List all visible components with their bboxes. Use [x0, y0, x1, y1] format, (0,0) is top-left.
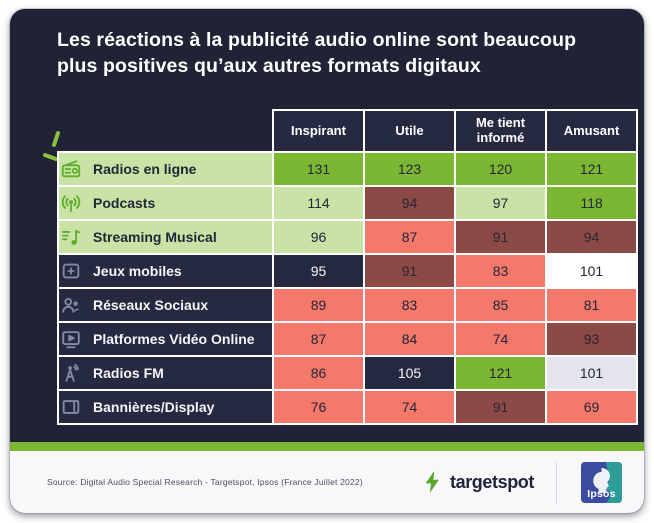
value-cell-radios-en-ligne-utile: 123 [363, 151, 456, 187]
table-row-radios-en-ligne: Radios en ligne 131 123 120 121 [57, 151, 638, 187]
value-cell-podcasts-utile: 94 [363, 185, 456, 221]
value-cell-reseaux-sociaux-inspirant: 89 [272, 287, 365, 323]
value-cell-platformes-video-online-utile: 84 [363, 321, 456, 357]
value-cell-bannieres-display-inspirant: 76 [272, 389, 365, 425]
footer: Source: Digital Audio Special Research -… [10, 451, 644, 513]
page-title: Les réactions à la publicité audio onlin… [57, 29, 577, 77]
value-cell-jeux-mobiles-amusant: 101 [545, 253, 638, 289]
table-corner [58, 110, 273, 152]
value-cell-radios-en-ligne-inspirant: 131 [272, 151, 365, 187]
row-label-text: Réseaux Sociaux [93, 297, 209, 313]
value-cell-podcasts-me-tient-informe: 97 [454, 185, 547, 221]
source-text: Source: Digital Audio Special Research -… [47, 477, 363, 487]
value-cell-jeux-mobiles-me-tient-informe: 83 [454, 253, 547, 289]
game-icon [59, 259, 83, 283]
row-label-text: Bannières/Display [93, 399, 215, 415]
row-label-reseaux-sociaux: Réseaux Sociaux [57, 287, 274, 323]
value-cell-bannieres-display-me-tient-informe: 91 [454, 389, 547, 425]
row-label-text: Radios FM [93, 365, 164, 381]
value-cell-radios-en-ligne-amusant: 121 [545, 151, 638, 187]
row-label-text: Streaming Musical [93, 229, 217, 245]
footer-divider [556, 461, 557, 503]
spark-icon [43, 131, 60, 161]
value-cell-jeux-mobiles-utile: 91 [363, 253, 456, 289]
antenna-icon [59, 361, 83, 385]
column-header-inspirant: Inspirant [272, 109, 365, 153]
table-row-radios-fm: Radios FM 86 105 121 101 [57, 355, 638, 391]
row-label-text: Podcasts [93, 195, 156, 211]
column-header-utile: Utile [363, 109, 456, 153]
accent-bar [10, 442, 644, 451]
table-header: Inspirant Utile Me tient informé Amusant [58, 109, 638, 153]
table-row-streaming-musical: Streaming Musical 96 87 91 94 [57, 219, 638, 255]
value-cell-bannieres-display-utile: 74 [363, 389, 456, 425]
value-cell-streaming-musical-me-tient-informe: 91 [454, 219, 547, 255]
value-cell-radios-fm-inspirant: 86 [272, 355, 365, 391]
value-cell-platformes-video-online-inspirant: 87 [272, 321, 365, 357]
row-label-text: Jeux mobiles [93, 263, 182, 279]
infographic-card: Les réactions à la publicité audio onlin… [10, 9, 644, 513]
column-header-amusant: Amusant [545, 109, 638, 153]
value-cell-radios-en-ligne-me-tient-informe: 120 [454, 151, 547, 187]
row-label-bannieres-display: Bannières/Display [57, 389, 274, 425]
row-label-radios-fm: Radios FM [57, 355, 274, 391]
ipsos-logo: Ipsos [581, 461, 622, 503]
value-cell-reseaux-sociaux-utile: 83 [363, 287, 456, 323]
table-row-podcasts: Podcasts 114 94 97 118 [57, 185, 638, 221]
reaction-table: Inspirant Utile Me tient informé Amusant Ra… [57, 109, 638, 425]
value-cell-radios-fm-utile: 105 [363, 355, 456, 391]
social-icon [59, 293, 83, 317]
row-label-text: Radios en ligne [93, 161, 197, 177]
value-cell-streaming-musical-utile: 87 [363, 219, 456, 255]
bolt-icon [425, 471, 439, 493]
radio-icon [59, 157, 83, 181]
row-label-jeux-mobiles: Jeux mobiles [57, 253, 274, 289]
banner-icon [59, 395, 83, 419]
row-label-podcasts: Podcasts [57, 185, 274, 221]
value-cell-radios-fm-me-tient-informe: 121 [454, 355, 547, 391]
column-header-me-tient-informe: Me tient informé [454, 109, 547, 153]
value-cell-platformes-video-online-me-tient-informe: 74 [454, 321, 547, 357]
value-cell-jeux-mobiles-inspirant: 95 [272, 253, 365, 289]
table-row-platformes-video-online: Platformes Vidéo Online 87 84 74 93 [57, 321, 638, 357]
row-label-radios-en-ligne: Radios en ligne [57, 151, 274, 187]
value-cell-podcasts-inspirant: 114 [272, 185, 365, 221]
video-icon [59, 327, 83, 351]
table-row-bannieres-display: Bannières/Display 76 74 91 69 [57, 389, 638, 425]
targetspot-logo: targetspot [421, 470, 534, 494]
value-cell-radios-fm-amusant: 101 [545, 355, 638, 391]
podcast-icon [59, 191, 83, 215]
music-icon [59, 225, 83, 249]
value-cell-streaming-musical-inspirant: 96 [272, 219, 365, 255]
value-cell-reseaux-sociaux-amusant: 81 [545, 287, 638, 323]
row-label-streaming-musical: Streaming Musical [57, 219, 274, 255]
ipsos-mark-icon [581, 461, 622, 503]
targetspot-wordmark: targetspot [449, 471, 534, 492]
value-cell-bannieres-display-amusant: 69 [545, 389, 638, 425]
table-body: Radios en ligne 131 123 120 121 Podcasts 114 94… [57, 151, 638, 425]
ipsos-wordmark: Ipsos [587, 487, 616, 500]
row-label-platformes-video-online: Platformes Vidéo Online [57, 321, 274, 357]
value-cell-platformes-video-online-amusant: 93 [545, 321, 638, 357]
value-cell-reseaux-sociaux-me-tient-informe: 85 [454, 287, 547, 323]
value-cell-streaming-musical-amusant: 94 [545, 219, 638, 255]
table-row-jeux-mobiles: Jeux mobiles 95 91 83 101 [57, 253, 638, 289]
value-cell-podcasts-amusant: 118 [545, 185, 638, 221]
table-row-reseaux-sociaux: Réseaux Sociaux 89 83 85 81 [57, 287, 638, 323]
row-label-text: Platformes Vidéo Online [93, 331, 255, 347]
